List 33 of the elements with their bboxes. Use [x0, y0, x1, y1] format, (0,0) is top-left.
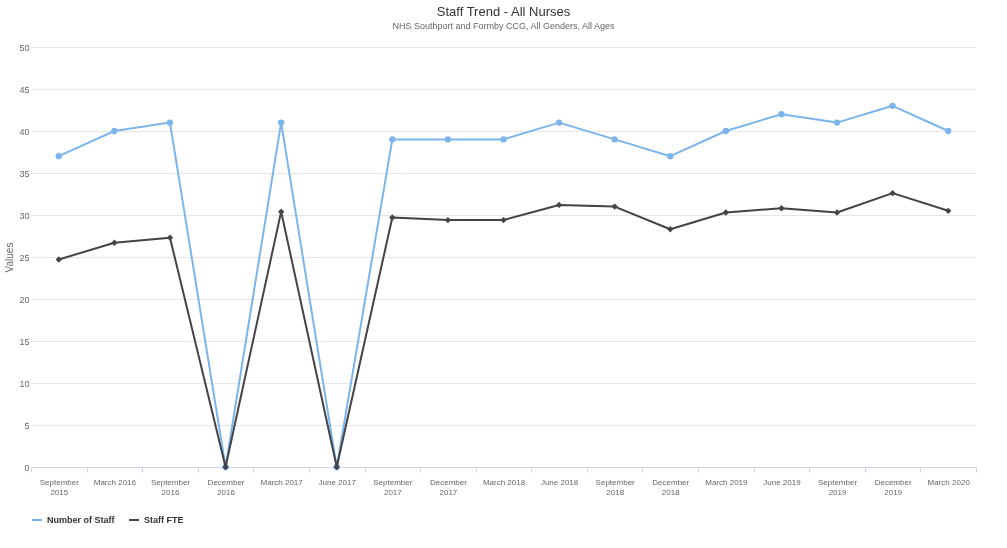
x-tick-label: June 2018: [540, 477, 579, 487]
y-tick-label: 10: [19, 378, 30, 389]
x-tick-label: December 2019: [874, 477, 912, 497]
x-tick-label: September 2015: [39, 477, 80, 497]
chart-subtitle: NHS Southport and Formby CCG, All Genders, All Ages: [392, 21, 616, 31]
y-tick-label: 5: [24, 420, 30, 431]
legend-label: Number of Staff: [47, 515, 116, 525]
x-tick-label: December 2017: [429, 477, 468, 497]
x-tick-label: December 2016: [207, 477, 245, 497]
legend-label: Staff FTE: [144, 515, 184, 525]
y-tick-label: 20: [19, 294, 30, 305]
x-tick-label: March 2018: [482, 477, 526, 487]
y-tick-label: 45: [19, 84, 30, 95]
y-axis-title: Values: [4, 242, 16, 273]
x-tick-label: September 2019: [817, 477, 858, 497]
x-tick-label: March 2016: [93, 477, 137, 487]
y-tick-label: 25: [19, 252, 30, 263]
y-tick-label: 30: [19, 210, 30, 221]
chart-title: Staff Trend - All Nurses: [436, 4, 571, 19]
y-tick-label: 0: [24, 462, 30, 473]
x-tick-label: December 2018: [652, 477, 690, 497]
x-tick-label: June 2019: [763, 477, 802, 487]
x-tick-label: March 2017: [260, 477, 304, 487]
y-tick-label: 35: [19, 168, 30, 179]
x-tick-label: September 2017: [373, 477, 413, 497]
y-tick-label: 50: [19, 42, 30, 53]
x-tick-label: March 2020: [927, 477, 971, 487]
x-tick-label: June 2017: [318, 477, 357, 487]
x-tick-label: March 2019: [705, 477, 749, 487]
x-tick-label: September 2016: [150, 477, 191, 497]
y-tick-label: 40: [19, 126, 30, 137]
y-tick-label: 15: [19, 336, 30, 347]
x-tick-label: September 2018: [595, 477, 636, 497]
